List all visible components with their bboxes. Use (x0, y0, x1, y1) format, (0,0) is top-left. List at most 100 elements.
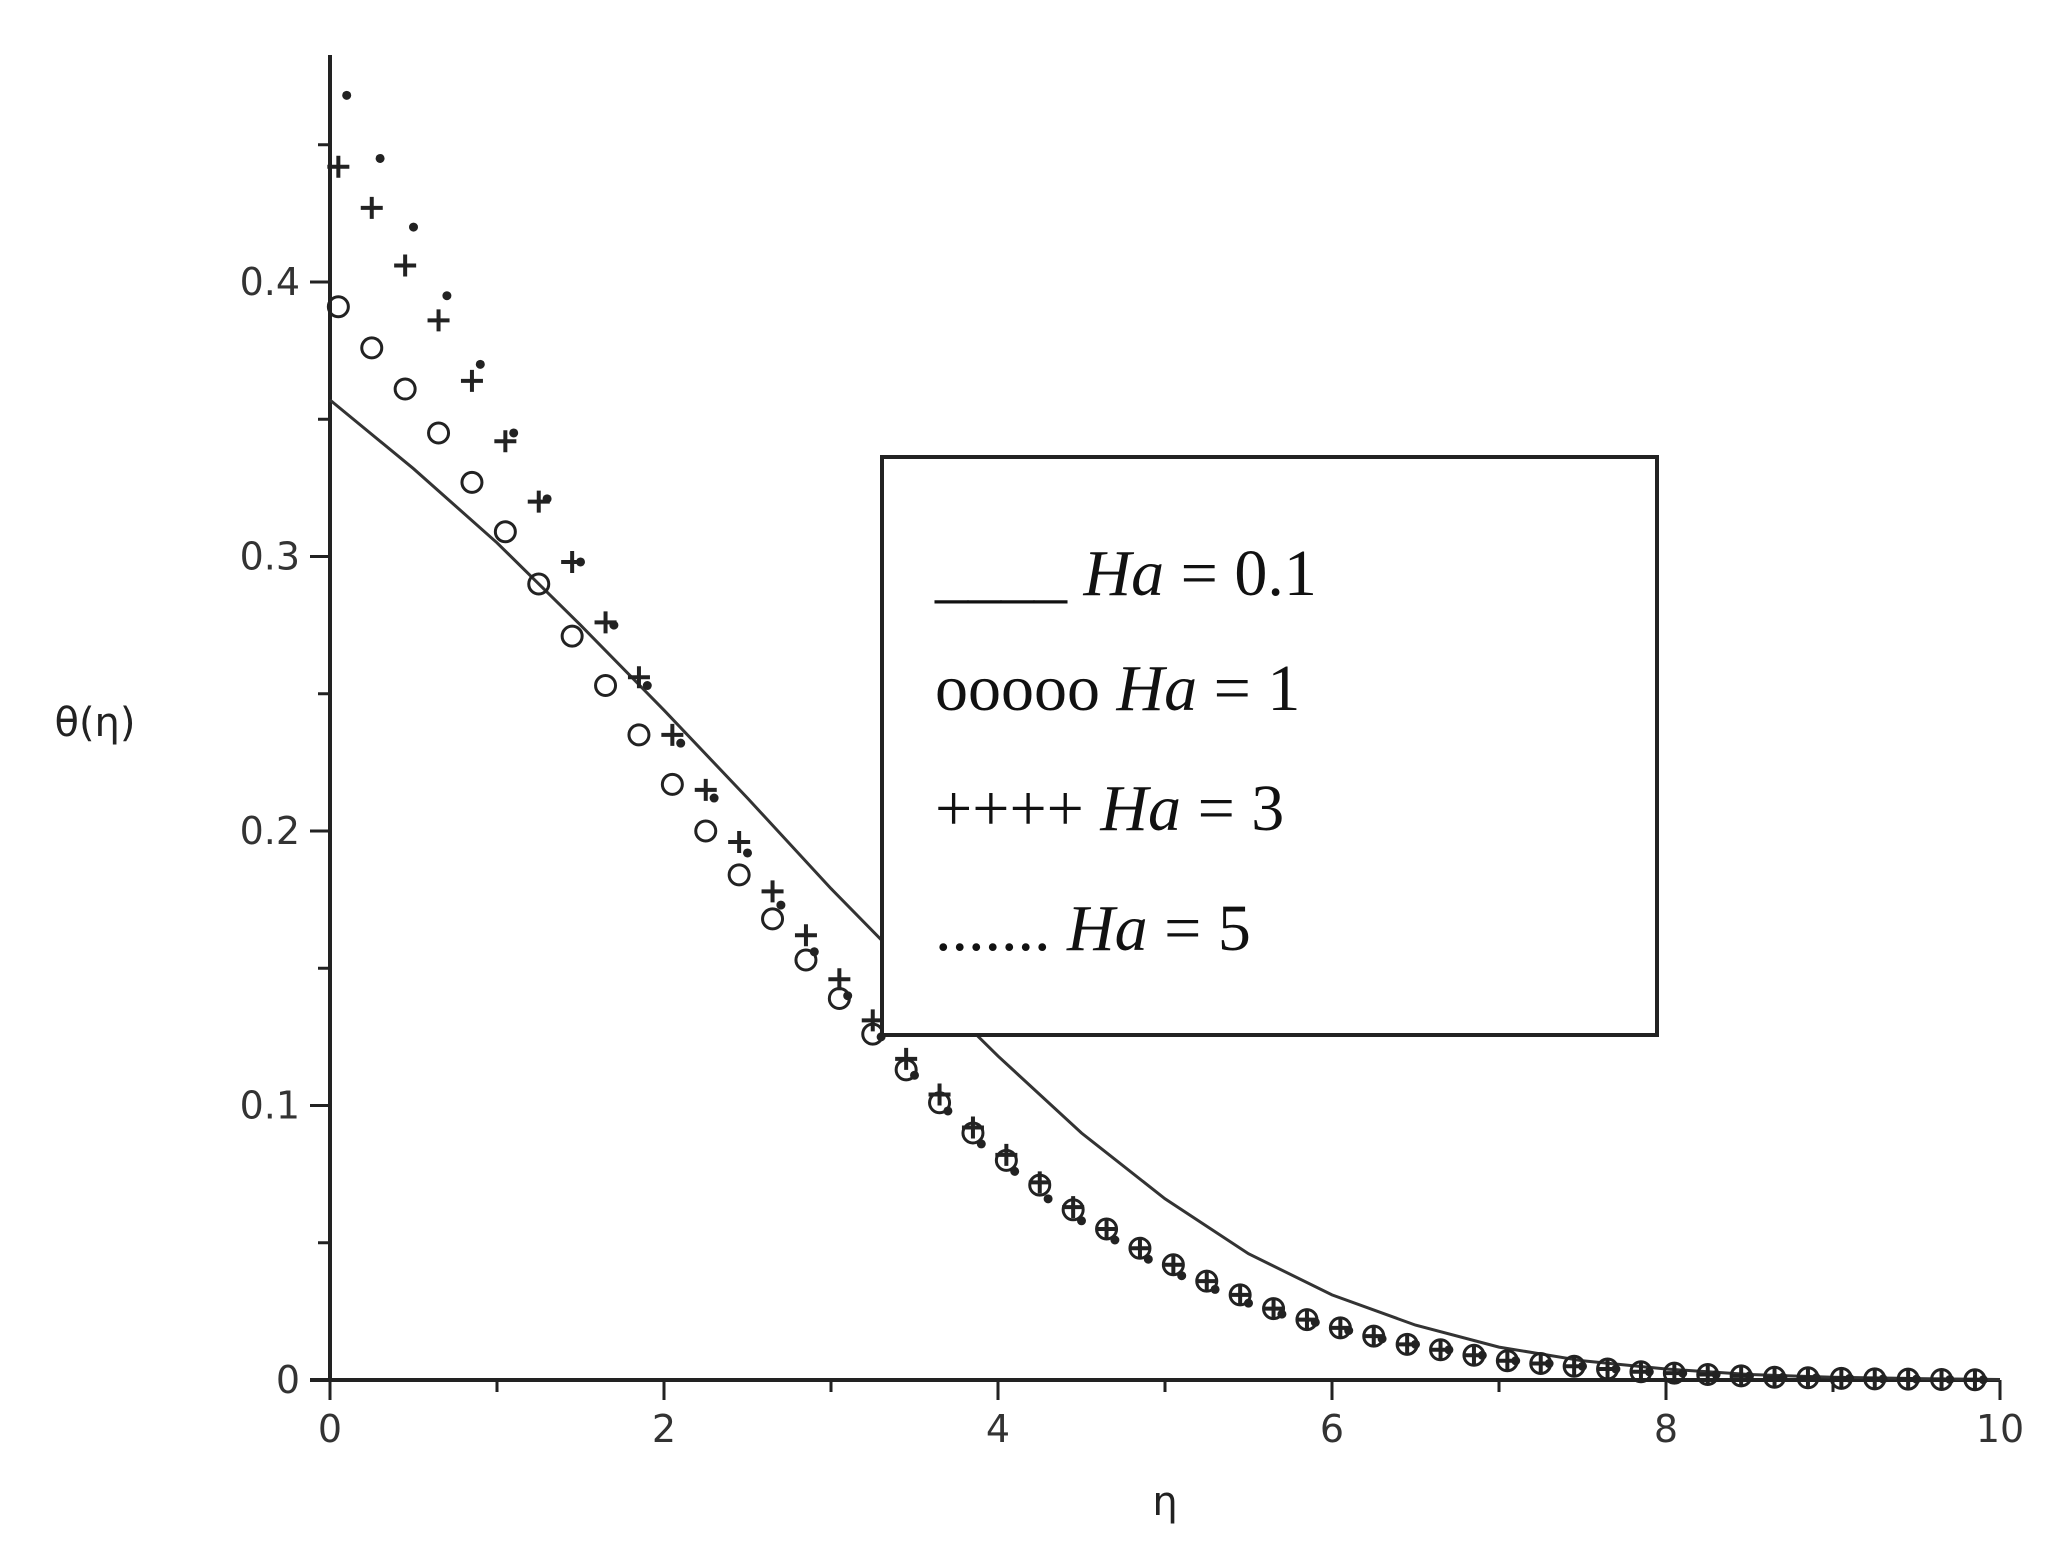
data-point (1229, 1283, 1252, 1306)
x-tick-label: 8 (1654, 1407, 1678, 1451)
x-tick-label: 0 (318, 1407, 342, 1451)
data-point (509, 428, 519, 438)
data-point (375, 153, 385, 163)
legend: ____ Ha = 0.1 ooooo Ha = 1 ++++ Ha = 3....… (880, 455, 1659, 1037)
legend-entry: ++++ Ha = 3 (935, 772, 1284, 845)
data-point (794, 924, 817, 947)
data-point (1377, 1334, 1387, 1344)
x-tick-label: 4 (986, 1407, 1010, 1451)
data-point (427, 309, 450, 332)
data-point (642, 681, 652, 691)
data-point (728, 830, 751, 853)
data-point (1262, 1297, 1285, 1320)
y-tick-label: 0.3 (240, 535, 300, 579)
data-point (1143, 1254, 1153, 1264)
data-point (1845, 1373, 1855, 1383)
data-point (1177, 1271, 1187, 1281)
data-point (393, 377, 417, 401)
data-point (743, 848, 752, 858)
data-point (427, 421, 451, 445)
legend-entry-label: ++++ Ha = 3 (935, 772, 1284, 845)
data-point (794, 948, 818, 972)
data-point (1244, 1298, 1253, 1308)
data-point (560, 624, 584, 648)
y-tick-label: 0 (276, 1358, 300, 1402)
data-point (1195, 1270, 1218, 1293)
data-point (694, 778, 717, 801)
data-point (609, 620, 619, 630)
y-tick-label: 0.2 (240, 809, 300, 853)
data-point (660, 772, 684, 796)
data-point (1745, 1371, 1754, 1381)
data-point (727, 863, 751, 887)
series-line (329, 398, 2001, 1381)
chart-axes: 0 2 4 6 8 10 0 0.1 0.2 0.3 0.4 (240, 55, 2024, 1451)
data-point (995, 1143, 1018, 1166)
data-point (1043, 1194, 1053, 1204)
data-point (943, 1106, 953, 1116)
data-point (1162, 1253, 1185, 1276)
data-point (809, 947, 819, 957)
data-point (627, 723, 651, 747)
legend-box (880, 455, 1659, 1037)
data-point (761, 907, 785, 931)
legend-entry: ....... Ha = 5 (935, 892, 1251, 965)
data-point (1544, 1359, 1554, 1369)
data-point (394, 254, 417, 277)
data-point (1511, 1356, 1521, 1366)
data-point (442, 291, 452, 301)
data-point (1978, 1375, 1988, 1385)
data-point (1210, 1284, 1220, 1294)
x-ticks: 0 2 4 6 8 10 (318, 1380, 2024, 1451)
data-point (326, 295, 350, 319)
data-point (709, 793, 719, 803)
data-point (1411, 1339, 1420, 1349)
data-point (1945, 1374, 1955, 1384)
series-layer (326, 90, 2001, 1392)
data-point (493, 520, 517, 544)
data-point (360, 336, 384, 360)
data-point (1644, 1367, 1654, 1377)
data-point (1077, 1216, 1086, 1226)
legend-entry: ____ Ha = 0.1 (934, 537, 1317, 610)
data-point (409, 222, 418, 232)
series-dot (342, 90, 1988, 1385)
data-point (1611, 1364, 1621, 1374)
data-point (910, 1070, 919, 1080)
data-point (1110, 1235, 1120, 1245)
data-point (694, 819, 718, 843)
data-point (776, 900, 786, 910)
legend-entry-label: ____ Ha = 0.1 (934, 537, 1317, 610)
data-point (360, 196, 383, 219)
data-point (342, 90, 352, 100)
data-point (1477, 1350, 1487, 1360)
data-point (661, 723, 684, 746)
data-point (976, 1139, 986, 1149)
data-point (542, 494, 552, 504)
data-point (1028, 1171, 1051, 1194)
y-tick-label: 0.4 (240, 260, 300, 304)
data-point (1444, 1345, 1454, 1355)
data-point (327, 155, 350, 178)
data-point (460, 470, 484, 494)
data-point (1277, 1309, 1287, 1319)
data-point (1010, 1166, 1020, 1176)
data-point (1778, 1372, 1788, 1382)
data-point (627, 666, 650, 689)
data-point (1711, 1370, 1721, 1380)
x-axis-label: η (1152, 1479, 1177, 1525)
data-point (527, 572, 551, 596)
y-tick-label: 0.1 (240, 1084, 300, 1128)
data-point (961, 1116, 984, 1139)
data-point (828, 968, 851, 991)
data-point (475, 359, 485, 369)
data-point (1344, 1326, 1354, 1336)
data-point (1678, 1368, 1688, 1378)
data-point (494, 430, 517, 453)
data-point (1811, 1373, 1821, 1383)
data-point (1912, 1374, 1921, 1384)
y-ticks: 0 0.1 0.2 0.3 0.4 (240, 143, 330, 1402)
legend-entry-label: ooooo Ha = 1 (935, 652, 1300, 725)
data-point (1095, 1218, 1118, 1241)
